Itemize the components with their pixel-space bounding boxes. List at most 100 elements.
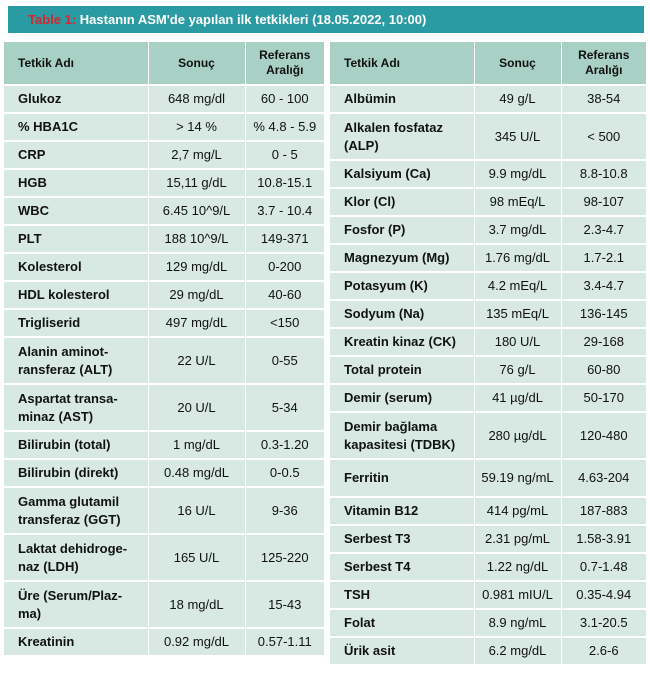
table-title: Table 1: Hastanın ASM'de yapılan ilk tet… — [8, 6, 644, 33]
table-row: Kreatin kinaz (CK) 180 U/L 29-168 — [330, 328, 646, 357]
reference-cell: 60-80 — [561, 356, 646, 385]
reference-cell: <150 — [245, 309, 324, 338]
reference-cell: 98-107 — [561, 188, 646, 217]
table-row: % HBA1C > 14 %% 4.8 - 5.9 — [4, 113, 324, 142]
header-row: Tetkik Adı Sonuç Referans Aralığı — [4, 42, 324, 86]
result-cell: 1.22 ng/dL — [474, 553, 562, 582]
result-cell: 4.2 mEq/L — [474, 272, 562, 301]
table-row: Kolesterol 129 mg/dL 0-200 — [4, 253, 324, 282]
table-row: Serbest T4 1.22 ng/dL 0.7-1.48 — [330, 553, 646, 582]
reference-cell: 125-220 — [245, 534, 324, 582]
reference-cell: 2.6-6 — [561, 637, 646, 666]
reference-cell: % 4.8 - 5.9 — [245, 113, 324, 142]
test-name-cell: Alkalen fosfataz (ALP) — [330, 113, 475, 161]
test-name-cell: PLT — [4, 225, 149, 254]
test-name-cell: Demir bağlama kapasitesi (TDBK) — [330, 412, 475, 460]
result-cell: 1 mg/dL — [148, 431, 246, 460]
table-body-left: Glukoz 648 mg/dl 60 - 100% HBA1C > 14 %% 4.… — [4, 85, 324, 657]
test-name-cell: Kalsiyum (Ca) — [330, 160, 475, 189]
table-row: Vitamin B12 414 pg/mL 187-883 — [330, 497, 646, 526]
table-row: Albümin 49 g/L 38-54 — [330, 85, 646, 114]
test-name-cell: Bilirubin (direkt) — [4, 459, 149, 488]
table-row: Laktat dehidroge-naz (LDH) 165 U/L 125-220 — [4, 534, 324, 582]
table-title-label: Table 1: — [28, 12, 77, 27]
test-name-cell: Kreatin kinaz (CK) — [330, 328, 475, 357]
test-name-cell: Magnezyum (Mg) — [330, 244, 475, 273]
reference-cell: 10.8-15.1 — [245, 169, 324, 198]
result-cell: 15,11 g/dL — [148, 169, 246, 198]
test-name-cell: Laktat dehidroge-naz (LDH) — [4, 534, 149, 582]
reference-cell: 2.3-4.7 — [561, 216, 646, 245]
reference-cell: 0-0.5 — [245, 459, 324, 488]
test-name-cell: Serbest T3 — [330, 525, 475, 554]
reference-cell: 4.63-204 — [561, 459, 646, 498]
table-row: PLT 188 10^9/L 149-371 — [4, 225, 324, 254]
test-name-cell: Bilirubin (total) — [4, 431, 149, 460]
result-cell: 8.9 ng/mL — [474, 609, 562, 638]
reference-cell: 60 - 100 — [245, 85, 324, 114]
reference-cell: 0.35-4.94 — [561, 581, 646, 610]
test-name-cell: Kolesterol — [4, 253, 149, 282]
table-row: Demir bağlama kapasitesi (TDBK) 280 µg/dL… — [330, 412, 646, 460]
result-cell: 49 g/L — [474, 85, 562, 114]
table-row: Total protein 76 g/L 60-80 — [330, 356, 646, 385]
test-name-cell: HGB — [4, 169, 149, 198]
test-name-cell: Glukoz — [4, 85, 149, 114]
table-row: Üre (Serum/Plaz-ma) 18 mg/dL 15-43 — [4, 581, 324, 629]
reference-cell: 38-54 — [561, 85, 646, 114]
test-name-cell: Ürik asit — [330, 637, 475, 666]
table-row: Demir (serum) 41 µg/dL 50-170 — [330, 384, 646, 413]
table-row: Serbest T3 2.31 pg/mL 1.58-3.91 — [330, 525, 646, 554]
table-row: Magnezyum (Mg) 1.76 mg/dL 1.7-2.1 — [330, 244, 646, 273]
test-name-cell: Klor (Cl) — [330, 188, 475, 217]
result-cell: 180 U/L — [474, 328, 562, 357]
table-row: CRP 2,7 mg/L 0 - 5 — [4, 141, 324, 170]
result-cell: 280 µg/dL — [474, 412, 562, 460]
result-cell: 18 mg/dL — [148, 581, 246, 629]
test-name-cell: Serbest T4 — [330, 553, 475, 582]
test-name-cell: % HBA1C — [4, 113, 149, 142]
result-cell: 29 mg/dL — [148, 281, 246, 310]
reference-cell: 5-34 — [245, 384, 324, 432]
test-name-cell: Albümin — [330, 85, 475, 114]
header-result: Sonuç — [148, 42, 246, 86]
result-cell: > 14 % — [148, 113, 246, 142]
result-cell: 16 U/L — [148, 487, 246, 535]
test-name-cell: HDL kolesterol — [4, 281, 149, 310]
reference-cell: 136-145 — [561, 300, 646, 329]
reference-cell: 0.57-1.11 — [245, 628, 324, 657]
reference-cell: 3.4-4.7 — [561, 272, 646, 301]
result-cell: 98 mEq/L — [474, 188, 562, 217]
table-row: HDL kolesterol 29 mg/dL 40-60 — [4, 281, 324, 310]
result-cell: 648 mg/dl — [148, 85, 246, 114]
test-name-cell: WBC — [4, 197, 149, 226]
reference-cell: 0-55 — [245, 337, 324, 385]
header-reference: Referans Aralığı — [245, 42, 324, 86]
header-result: Sonuç — [474, 42, 562, 86]
reference-cell: 1.58-3.91 — [561, 525, 646, 554]
reference-cell: 9-36 — [245, 487, 324, 535]
table-row: Potasyum (K) 4.2 mEq/L 3.4-4.7 — [330, 272, 646, 301]
table-row: Ferritin 59.19 ng/mL 4.63-204 — [330, 459, 646, 498]
header-row: Tetkik Adı Sonuç Referans Aralığı — [330, 42, 646, 86]
test-name-cell: Trigliserid — [4, 309, 149, 338]
table-row: TSH 0.981 mIU/L 0.35-4.94 — [330, 581, 646, 610]
result-cell: 188 10^9/L — [148, 225, 246, 254]
test-name-cell: Folat — [330, 609, 475, 638]
test-name-cell: CRP — [4, 141, 149, 170]
reference-cell: 1.7-2.1 — [561, 244, 646, 273]
reference-cell: 0.7-1.48 — [561, 553, 646, 582]
result-cell: 3.7 mg/dL — [474, 216, 562, 245]
table-row: Klor (Cl) 98 mEq/L 98-107 — [330, 188, 646, 217]
reference-cell: 0-200 — [245, 253, 324, 282]
reference-cell: 40-60 — [245, 281, 324, 310]
result-cell: 6.45 10^9/L — [148, 197, 246, 226]
test-name-cell: Ferritin — [330, 459, 475, 498]
result-cell: 41 µg/dL — [474, 384, 562, 413]
table-row: Bilirubin (direkt) 0.48 mg/dL 0-0.5 — [4, 459, 324, 488]
reference-cell: 120-480 — [561, 412, 646, 460]
test-name-cell: Vitamin B12 — [330, 497, 475, 526]
test-name-cell: Aspartat transa-minaz (AST) — [4, 384, 149, 432]
table-row: Kreatinin 0.92 mg/dL 0.57-1.11 — [4, 628, 324, 657]
test-name-cell: Potasyum (K) — [330, 272, 475, 301]
